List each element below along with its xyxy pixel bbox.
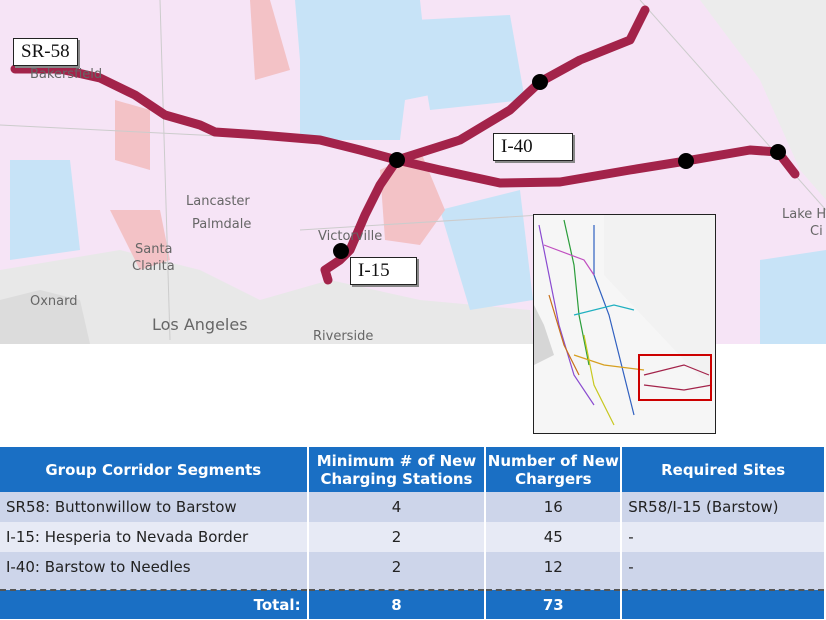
city-clarita: Clarita: [132, 259, 175, 274]
city-victorville: Victorville: [318, 229, 382, 244]
site: [333, 243, 349, 259]
cell-chargers: 12: [485, 552, 623, 591]
cell-chargers: 16: [485, 492, 623, 522]
map-base: Bakersfield Lancaster Palmdale Santa Cla…: [0, 0, 826, 344]
city-bakersfield: Bakersfield: [30, 67, 102, 82]
inset-california-map: [533, 214, 716, 434]
label-i15: I-15: [350, 257, 417, 285]
corridor-map: Bakersfield Lancaster Palmdale Santa Cla…: [0, 0, 826, 344]
route-i15-south: [320, 155, 402, 285]
label-i40: I-40: [493, 133, 573, 161]
cell-segment: SR58: Buttonwillow to Barstow: [0, 492, 309, 522]
cell-stations: 4: [307, 492, 487, 522]
header-chargers: Number of New Chargers: [485, 447, 623, 492]
site-barstow: [389, 152, 405, 168]
city-lake-havasu: Lake H: [782, 207, 826, 222]
total-label: Total:: [0, 590, 309, 619]
region-nevada: [640, 0, 826, 200]
cell-sites: -: [621, 522, 826, 552]
city-lancaster: Lancaster: [186, 194, 250, 209]
city-santa: Santa: [135, 242, 173, 257]
total-row: Total: 8 73: [0, 590, 826, 619]
table-header: Group Corridor Segments Minimum # of New…: [0, 447, 826, 492]
cell-chargers: 45: [485, 522, 623, 552]
table-row: I-40: Barstow to Needles 2 12 -: [0, 552, 826, 591]
city-lake-havasu-2: Ci: [810, 224, 823, 239]
label-sr58: SR-58: [13, 38, 78, 66]
header-stations: Minimum # of New Charging Stations: [307, 447, 487, 492]
routes: [10, 5, 800, 285]
city-riverside: Riverside: [313, 329, 373, 344]
header-segments: Group Corridor Segments: [0, 447, 309, 492]
cell-stations: 2: [307, 522, 487, 552]
cell-segment: I-40: Barstow to Needles: [0, 552, 309, 591]
site: [678, 153, 694, 169]
site: [532, 74, 548, 90]
charging-sites: [333, 74, 786, 259]
cell-stations: 2: [307, 552, 487, 591]
total-stations: 8: [307, 590, 487, 619]
route-sr58: [10, 64, 402, 165]
route-i40: [392, 145, 800, 188]
region-la-basin: [0, 250, 533, 344]
city-palmdale: Palmdale: [192, 217, 251, 232]
cell-sites: -: [621, 552, 826, 591]
header-sites: Required Sites: [621, 447, 826, 492]
region-blue: [295, 0, 430, 140]
cell-sites: SR58/I-15 (Barstow): [621, 492, 826, 522]
total-chargers: 73: [485, 590, 623, 619]
table-row: I-15: Hesperia to Nevada Border 2 45 -: [0, 522, 826, 552]
cell-segment: I-15: Hesperia to Nevada Border: [0, 522, 309, 552]
city-oxnard: Oxnard: [30, 294, 78, 309]
table-row: SR58: Buttonwillow to Barstow 4 16 SR58/…: [0, 492, 826, 522]
highlight-box: [638, 354, 712, 401]
site: [770, 144, 786, 160]
city-los-angeles: Los Angeles: [152, 315, 248, 334]
total-sites: [621, 590, 826, 619]
corridor-table: Group Corridor Segments Minimum # of New…: [0, 447, 826, 619]
